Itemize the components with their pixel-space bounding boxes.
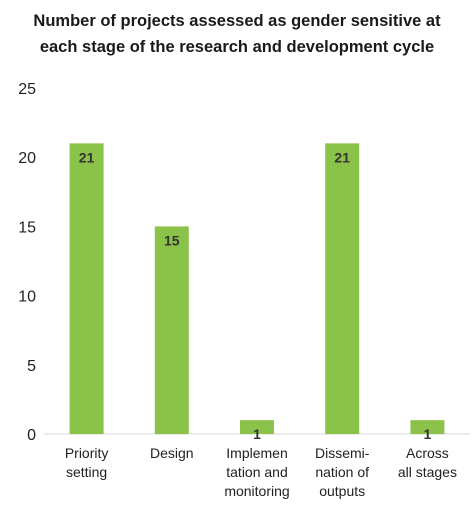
x-axis-labels: Priority setting Design Implemen tation and m… [65,445,457,499]
y-tick-label: 0 [27,427,36,444]
chart-title: Number of projects assessed as gender se… [0,8,474,60]
x-category-label: Design [150,445,194,461]
y-tick-label: 20 [18,150,36,167]
bar-value-label: 21 [334,149,350,165]
bar [325,143,360,435]
y-tick-label: 25 [18,81,36,98]
bar [154,226,189,434]
bar [410,420,445,434]
bar-value-label: 1 [253,426,261,442]
y-tick-label: 5 [27,358,36,375]
chart-title-line-1: Number of projects assessed as gender se… [33,12,441,30]
bar-value-label: 1 [424,426,432,442]
x-category-label: Dissemi-nation of outputs [315,445,370,499]
bars: 21 15 1 21 1 [69,143,445,442]
bar [69,143,104,435]
chart-title-line-2: each stage of the research and developme… [39,38,435,56]
y-tick-label: 10 [18,289,36,306]
y-tick-label: 15 [18,219,36,236]
x-category-label: Priority setting [65,445,109,480]
bar-value-label: 15 [164,232,180,248]
x-category-label: Across all stages [398,445,457,480]
bar [240,420,274,434]
bar-value-label: 21 [79,149,95,165]
y-axis: 0 5 10 15 20 25 [18,81,36,444]
x-category-label: Implemen tation and monitoring [224,445,289,499]
